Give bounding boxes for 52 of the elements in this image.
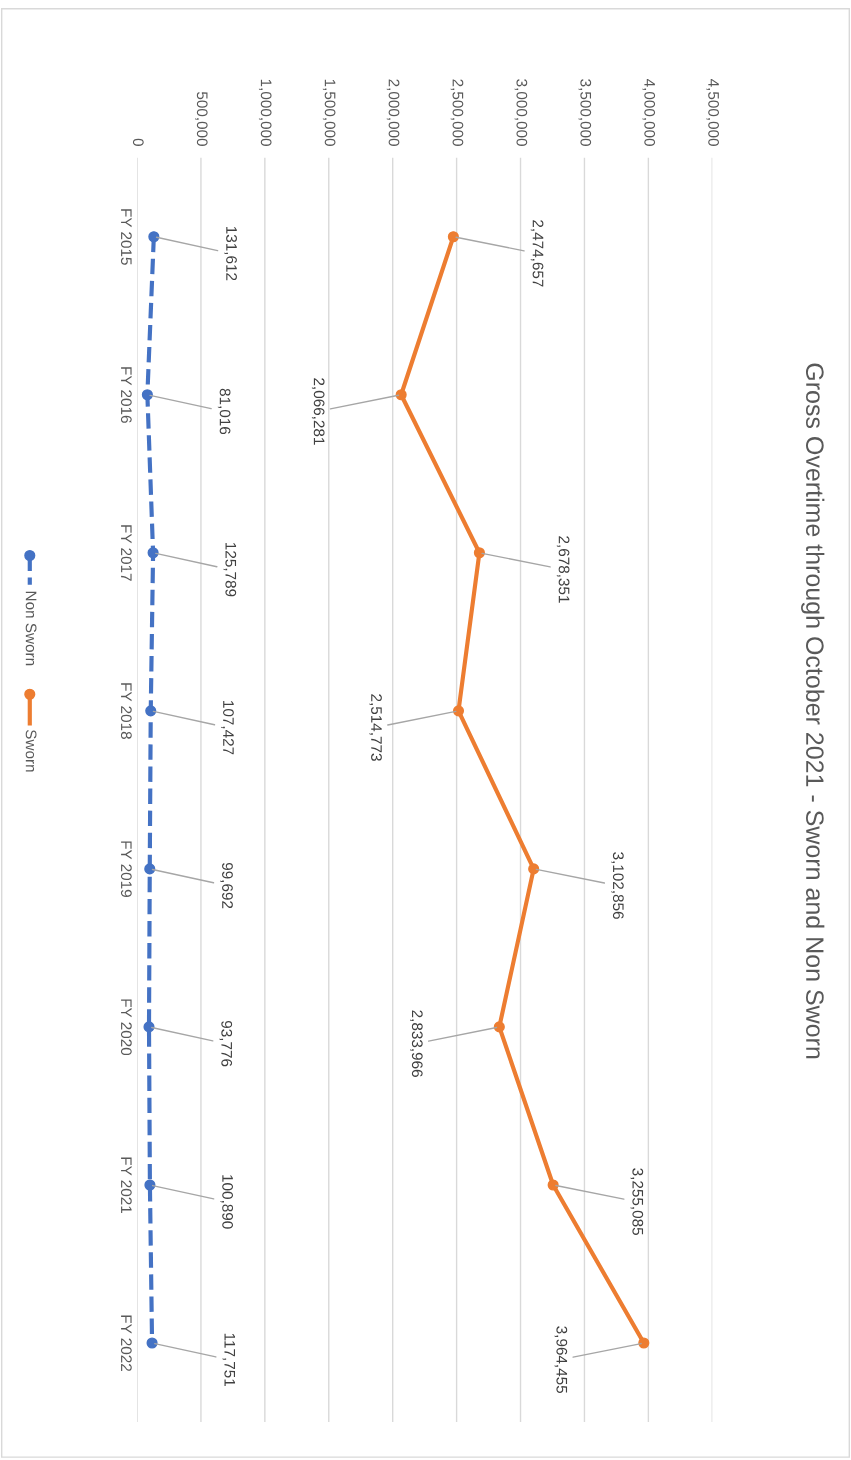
x-tick-label: 2,500,000 [450,79,464,146]
point [144,1179,156,1191]
data-label: 93,776 [219,1020,233,1067]
data-label: 100,890 [220,1175,234,1229]
point [145,705,157,717]
x-tick-label: 0 [132,138,144,146]
y-tick-label: FY 2018 [120,683,132,739]
y-tick-label: FY 2019 [120,841,132,897]
x-tick-label: 3,000,000 [514,79,528,146]
x-tick-label: 1,500,000 [322,79,336,146]
data-label: 2,066,281 [311,378,325,445]
point [395,389,407,401]
x-tick-label: 4,000,000 [642,78,656,146]
data-label: 117,751 [222,1333,236,1386]
data-label: 125,789 [223,543,237,597]
x-tick-label: 4,500,000 [706,78,719,146]
data-label: 2,833,966 [410,1010,423,1077]
point [143,1021,155,1033]
x-tick-label: 3,500,000 [578,79,592,146]
legend-label: Non Sworn [25,591,37,666]
y-tick-label: FY 2022 [120,1315,132,1371]
point [452,705,465,717]
y-tick-label: FY 2016 [120,367,132,423]
point [493,1021,505,1033]
point [148,231,160,243]
y-tick-label: FY 2021 [120,1157,132,1213]
point [547,1179,559,1191]
point [638,1337,650,1349]
x-tick-label: 1,000,000 [258,79,272,146]
point [528,863,540,875]
data-label: 131,612 [224,226,237,281]
data-label: 2,474,657 [530,220,544,287]
y-tick-label: FY 2020 [120,999,132,1056]
data-label: 2,678,351 [556,536,570,603]
data-label: 3,255,085 [630,1168,644,1235]
data-label: 99,692 [220,862,233,909]
data-label: 2,514,773 [369,694,382,761]
point [473,547,485,559]
data-label: 3,964,455 [554,1326,568,1394]
point [141,389,153,401]
point [447,231,459,243]
point [147,547,159,559]
text: Gross Overtime through October 2021 - Sworn and Non Sworn [801,363,825,1059]
legend-label: Sworn [25,729,37,772]
point [144,863,156,875]
x-tick-label: 2,000,000 [386,79,400,146]
data-label: 107,427 [221,701,234,755]
data-label: 3,102,856 [611,852,624,919]
y-tick-label: FY 2015 [120,209,132,265]
data-label: 81,016 [217,388,231,435]
x-tick-label: 500,000 [195,91,208,146]
y-tick-label: FY 2017 [120,525,132,581]
